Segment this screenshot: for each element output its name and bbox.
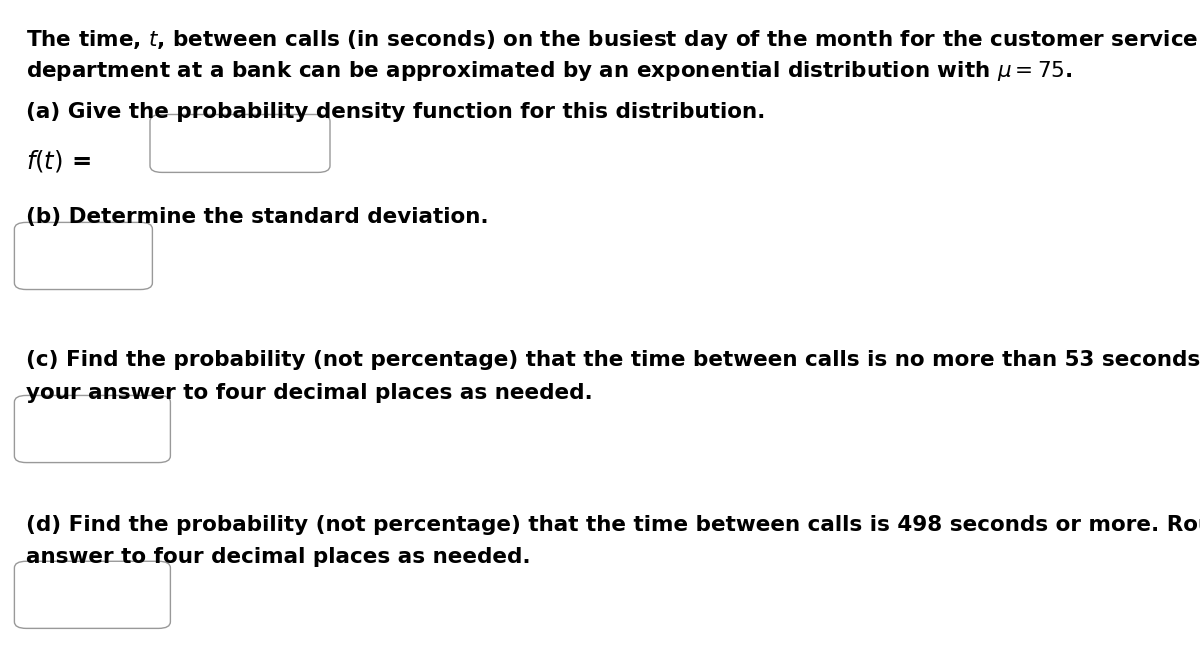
Text: The time, $t$, between calls (in seconds) on the busiest day of the month for th: The time, $t$, between calls (in seconds… <box>26 28 1199 51</box>
Text: department at a bank can be approximated by an exponential distribution with $\m: department at a bank can be approximated… <box>26 59 1073 83</box>
Text: answer to four decimal places as needed.: answer to four decimal places as needed. <box>26 547 532 567</box>
Text: (d) Find the probability (not percentage) that the time between calls is 498 sec: (d) Find the probability (not percentage… <box>26 515 1200 534</box>
FancyBboxPatch shape <box>14 561 170 628</box>
Text: $f(t)$ =: $f(t)$ = <box>26 148 91 174</box>
Text: (a) Give the probability density function for this distribution.: (a) Give the probability density functio… <box>26 102 766 122</box>
FancyBboxPatch shape <box>150 114 330 172</box>
Text: (c) Find the probability (not percentage) that the time between calls is no more: (c) Find the probability (not percentage… <box>26 350 1200 370</box>
FancyBboxPatch shape <box>14 395 170 463</box>
Text: (b) Determine the standard deviation.: (b) Determine the standard deviation. <box>26 207 490 227</box>
FancyBboxPatch shape <box>14 222 152 290</box>
Text: your answer to four decimal places as needed.: your answer to four decimal places as ne… <box>26 383 593 403</box>
